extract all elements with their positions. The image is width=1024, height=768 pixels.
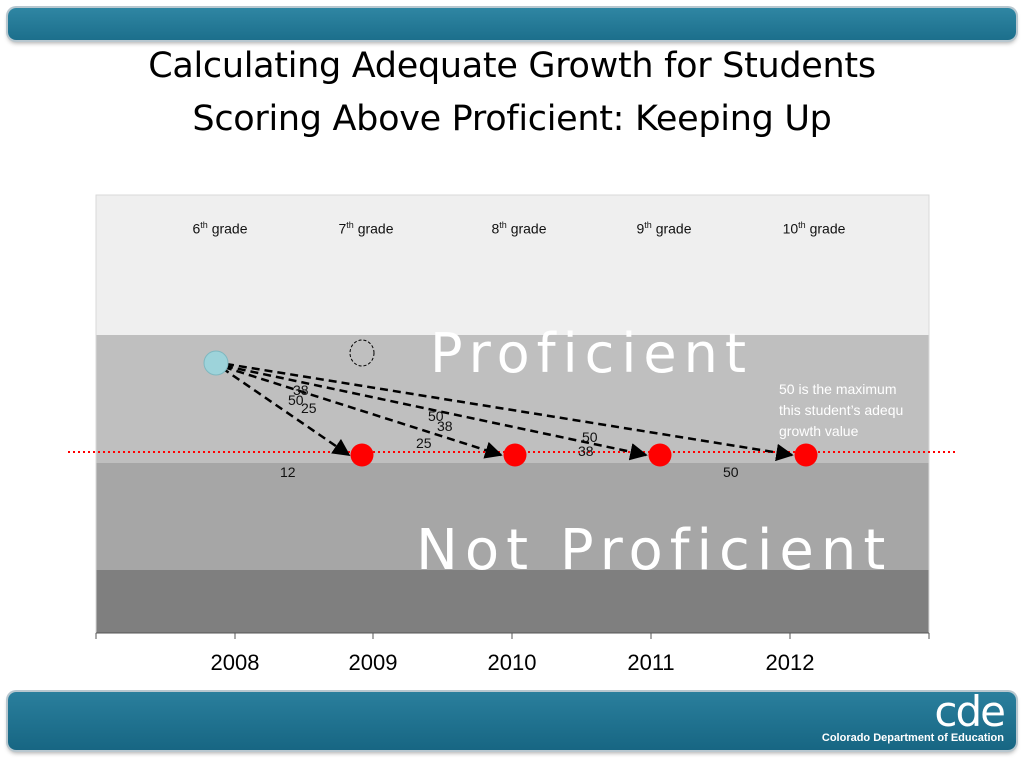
arrow-to-2010 [223, 365, 503, 459]
arrow-label-2009-50: 50 [288, 392, 304, 408]
footer-banner-bar [8, 692, 1016, 750]
arrow-label-2011-38: 38 [578, 443, 594, 459]
grade-label-7: 7th grade [338, 220, 394, 237]
note-line-1: 50 is the maximum [779, 381, 897, 397]
band-not-proficient [96, 463, 929, 570]
cde-logo-mark: cde [934, 687, 1006, 736]
title-line-1: Calculating Adequate Growth for Students [148, 46, 876, 86]
grade-label-10: 10th grade [782, 220, 846, 237]
arrow-to-2012 [225, 362, 794, 462]
max-growth-note: 50 is the maximum this student’s adequ g… [779, 379, 929, 442]
target-dot-2009 [350, 443, 374, 467]
arrow-label-2010-38: 38 [437, 418, 453, 434]
start-score-dot [203, 350, 229, 376]
arrow-label-2009-12: 12 [280, 464, 296, 480]
cde-logo-text: Colorado Department of Education [821, 732, 1004, 744]
title-line-2: Scoring Above Proficient: Keeping Up [192, 99, 832, 139]
previous-position-outline [349, 339, 375, 367]
year-label-2008: 2008 [210, 650, 260, 675]
year-label-2010: 2010 [487, 650, 537, 675]
cde-logo: cde Colorado Department of Education [784, 687, 1006, 750]
growth-arrows [221, 362, 794, 462]
year-label-2012: 2012 [765, 650, 815, 675]
arrow-label-2011-50: 50 [582, 429, 598, 445]
band-proficient [96, 335, 929, 463]
band-lowest [96, 570, 929, 633]
target-dot-2012 [794, 443, 818, 467]
target-dot-2010 [503, 443, 527, 467]
not-proficient-band-label: Not Proficient [416, 518, 893, 583]
arrow-label-2010-25: 25 [416, 435, 432, 451]
arrow-label-2012-50: 50 [723, 464, 739, 480]
year-label-2011: 2011 [627, 650, 675, 675]
grade-label-6: 6th grade [192, 220, 248, 237]
arrow-label-2010-50: 50 [428, 408, 444, 424]
note-line-2: this student’s adequ [779, 402, 904, 418]
proficient-band-label: Proficient [430, 322, 753, 385]
x-axis-ticks [95, 633, 930, 639]
band-above-proficient [96, 195, 929, 335]
slide-title: Calculating Adequate Growth for Students… [0, 40, 1024, 146]
arrow-label-2009-25: 25 [301, 400, 317, 416]
arrow-label-2009-38: 38 [293, 382, 309, 398]
note-line-3: growth value [779, 423, 859, 439]
top-banner-bar [8, 8, 1016, 40]
arrow-to-2011 [224, 364, 648, 461]
year-label-2009: 2009 [348, 650, 398, 675]
grade-label-8: 8th grade [491, 220, 547, 237]
target-dot-2011 [648, 443, 672, 467]
grade-label-9: 9th grade [636, 220, 692, 237]
